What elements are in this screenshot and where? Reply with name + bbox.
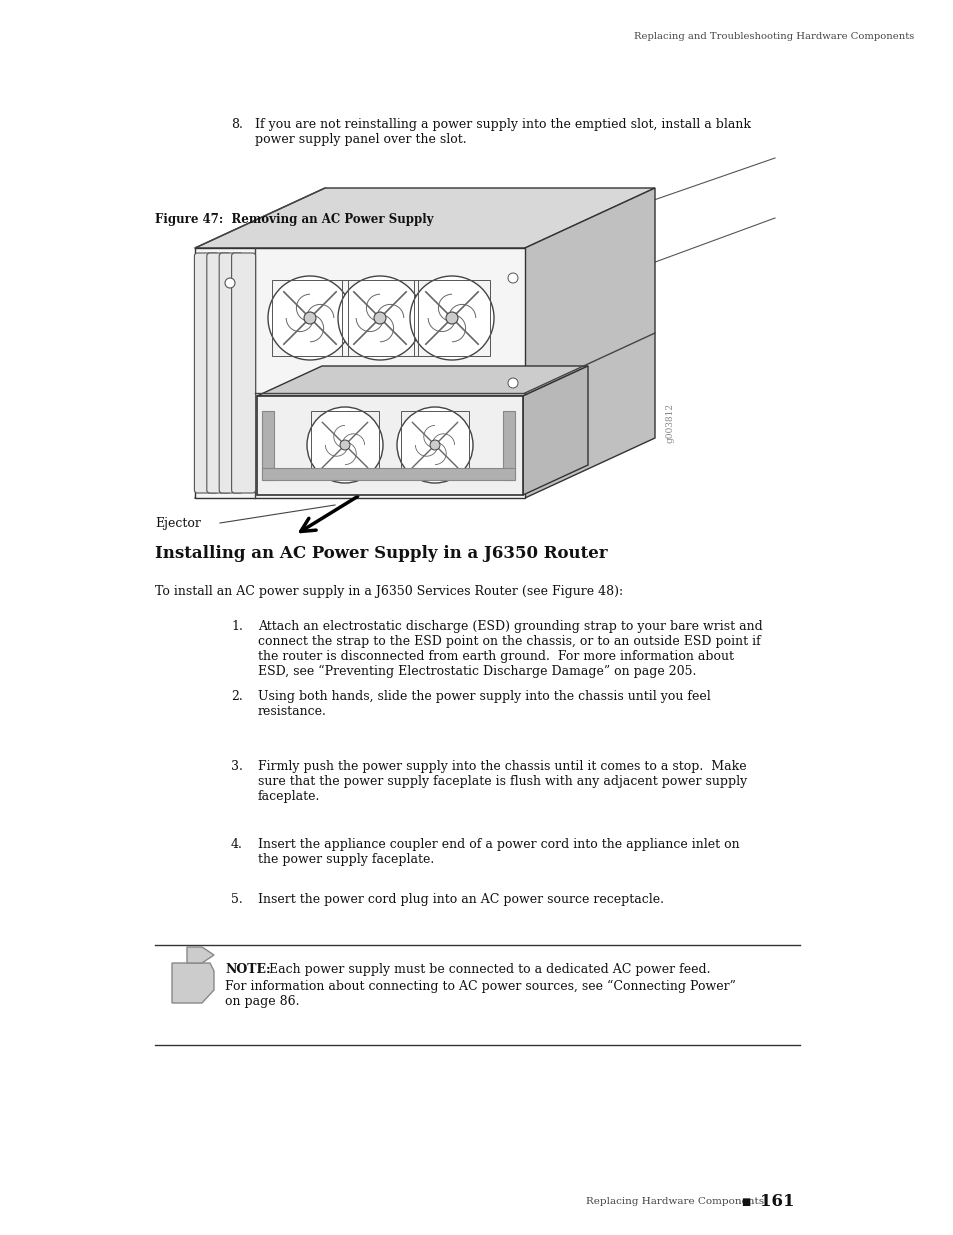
Text: 161: 161	[760, 1193, 794, 1210]
Text: 4.: 4.	[231, 839, 243, 851]
Circle shape	[339, 440, 350, 450]
Bar	[262, 411, 274, 480]
Text: Replacing and Troubleshooting Hardware Components: Replacing and Troubleshooting Hardware C…	[633, 32, 913, 41]
FancyBboxPatch shape	[194, 253, 218, 493]
Text: Ejector: Ejector	[154, 516, 201, 530]
Text: 8.: 8.	[231, 119, 243, 131]
Text: Replacing Hardware Components: Replacing Hardware Components	[585, 1198, 763, 1207]
FancyBboxPatch shape	[207, 253, 231, 493]
Bar	[400, 411, 469, 479]
Circle shape	[430, 440, 439, 450]
Text: Figure 47:  Removing an AC Power Supply: Figure 47: Removing an AC Power Supply	[154, 212, 433, 226]
Bar	[502, 411, 515, 480]
Text: Firmly push the power supply into the chassis until it comes to a stop.  Make
su: Firmly push the power supply into the ch…	[257, 760, 746, 803]
Polygon shape	[194, 188, 655, 248]
Text: Each power supply must be connected to a dedicated AC power feed.: Each power supply must be connected to a…	[265, 963, 710, 976]
Text: Using both hands, slide the power supply into the chassis until you feel
resista: Using both hands, slide the power supply…	[257, 690, 710, 718]
Polygon shape	[172, 963, 213, 1003]
Text: 5.: 5.	[231, 893, 243, 906]
Circle shape	[396, 408, 473, 483]
Circle shape	[304, 312, 315, 324]
Bar	[256, 396, 522, 495]
Circle shape	[268, 275, 352, 359]
Text: Insert the appliance coupler end of a power cord into the appliance inlet on
the: Insert the appliance coupler end of a po…	[257, 839, 739, 866]
Text: Attach an electrostatic discharge (ESD) grounding strap to your bare wrist and
c: Attach an electrostatic discharge (ESD) …	[257, 620, 762, 678]
Bar	[262, 468, 515, 480]
Text: Insert the power cord plug into an AC power source receptacle.: Insert the power cord plug into an AC po…	[257, 893, 663, 906]
Text: g003812: g003812	[665, 403, 674, 443]
Text: NOTE:: NOTE:	[225, 963, 271, 976]
Circle shape	[507, 273, 517, 283]
Text: To install an AC power supply in a J6350 Services Router (see Figure 48):: To install an AC power supply in a J6350…	[154, 585, 622, 598]
Bar	[272, 280, 348, 356]
Text: 2.: 2.	[231, 690, 243, 703]
Polygon shape	[524, 188, 655, 498]
Text: If you are not reinstalling a power supply into the emptied slot, install a blan: If you are not reinstalling a power supp…	[254, 119, 750, 146]
Bar	[311, 411, 378, 479]
Circle shape	[374, 312, 386, 324]
Text: For information about connecting to AC power sources, see “Connecting Power”
on : For information about connecting to AC p…	[225, 981, 735, 1008]
Circle shape	[507, 378, 517, 388]
Circle shape	[337, 275, 421, 359]
Circle shape	[410, 275, 494, 359]
FancyBboxPatch shape	[232, 253, 255, 493]
Circle shape	[446, 312, 457, 324]
Text: 1.: 1.	[231, 620, 243, 634]
Polygon shape	[187, 947, 213, 963]
Polygon shape	[256, 366, 587, 396]
Circle shape	[225, 278, 234, 288]
Bar	[341, 280, 417, 356]
Bar	[414, 280, 490, 356]
Circle shape	[307, 408, 382, 483]
Text: ■: ■	[740, 1197, 750, 1207]
Text: Installing an AC Power Supply in a J6350 Router: Installing an AC Power Supply in a J6350…	[154, 545, 607, 562]
Polygon shape	[522, 366, 587, 495]
FancyBboxPatch shape	[219, 253, 243, 493]
Text: 3.: 3.	[231, 760, 243, 773]
Bar	[194, 248, 524, 498]
Circle shape	[507, 463, 517, 473]
